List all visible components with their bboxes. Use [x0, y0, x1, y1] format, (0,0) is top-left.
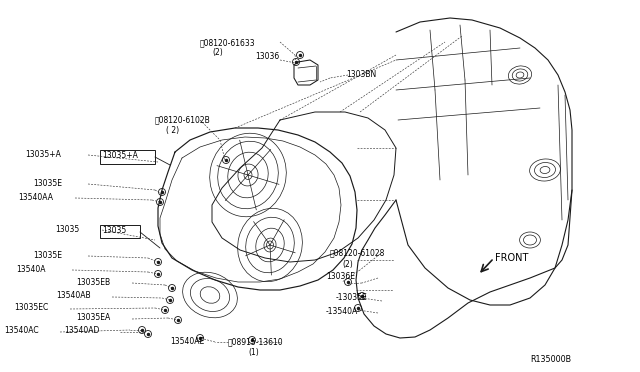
Text: 13540AA: 13540AA — [18, 193, 53, 202]
Ellipse shape — [244, 170, 252, 180]
Text: ⒲08120-6102B: ⒲08120-6102B — [155, 115, 211, 124]
Text: 13035E: 13035E — [33, 179, 62, 188]
Text: 13540A: 13540A — [16, 265, 45, 274]
FancyBboxPatch shape — [100, 150, 155, 164]
Text: Ⓥ08915-13610: Ⓥ08915-13610 — [228, 337, 284, 346]
Text: (1): (1) — [248, 348, 259, 357]
Text: FRONT: FRONT — [495, 253, 529, 263]
Text: 13540AC: 13540AC — [4, 326, 38, 335]
Text: 13035EA: 13035EA — [76, 313, 110, 322]
Text: 13035EB: 13035EB — [76, 278, 110, 287]
Text: 1303BN: 1303BN — [346, 70, 376, 79]
Text: ⒲08120-61633: ⒲08120-61633 — [200, 38, 255, 47]
Text: 13540AD: 13540AD — [64, 326, 99, 335]
Text: R135000B: R135000B — [530, 355, 571, 364]
Ellipse shape — [266, 241, 273, 249]
Text: 13035EC: 13035EC — [14, 303, 48, 312]
Text: -13035E: -13035E — [336, 293, 368, 302]
Text: 13036: 13036 — [255, 52, 279, 61]
Text: 13035: 13035 — [55, 225, 79, 234]
Text: (2): (2) — [342, 260, 353, 269]
Text: 13035E: 13035E — [33, 251, 62, 260]
Text: 13540AB: 13540AB — [56, 291, 91, 300]
Text: 13540AE: 13540AE — [170, 337, 204, 346]
FancyBboxPatch shape — [100, 225, 140, 238]
Text: (2): (2) — [212, 48, 223, 57]
Text: ⒲08120-61028: ⒲08120-61028 — [330, 248, 385, 257]
Text: ( 2): ( 2) — [166, 126, 179, 135]
Text: 13035+A: 13035+A — [102, 151, 138, 160]
Text: -13540A: -13540A — [326, 307, 358, 316]
Text: 13036E: 13036E — [326, 272, 355, 281]
Text: 13035+A: 13035+A — [25, 150, 61, 159]
Text: 13035: 13035 — [102, 226, 126, 235]
